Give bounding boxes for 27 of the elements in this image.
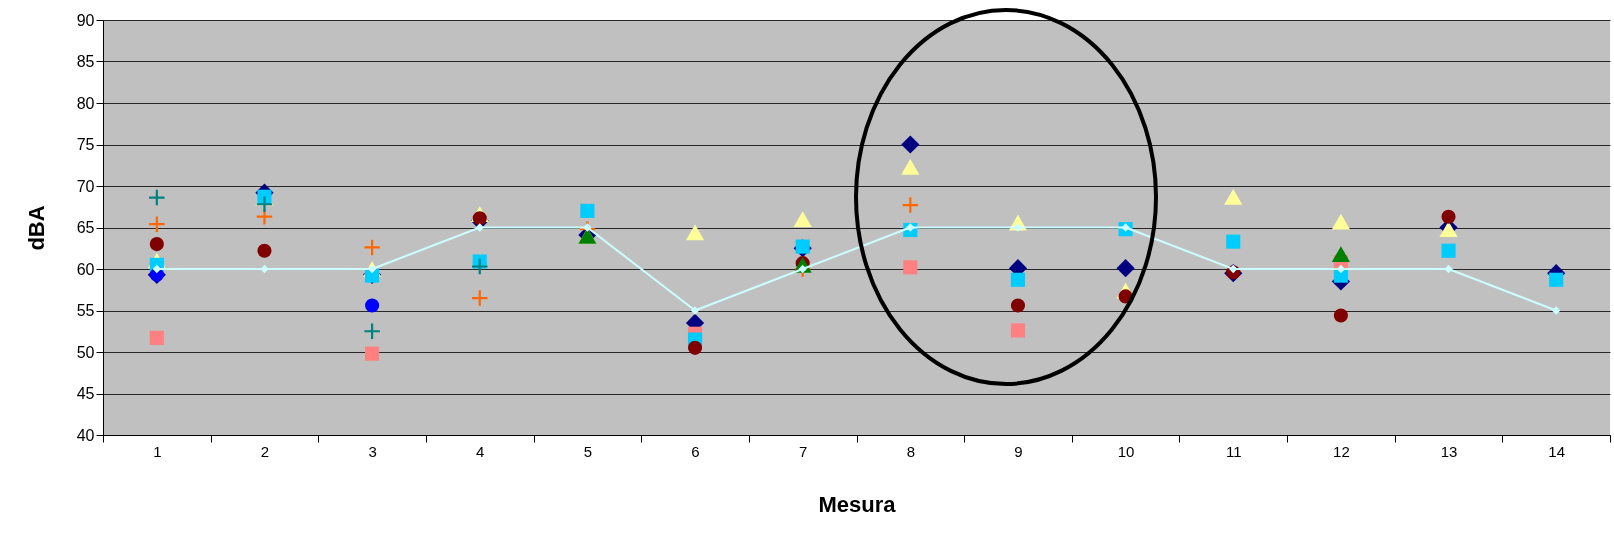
x-axis-title: Mesura bbox=[818, 491, 897, 517]
x-tick-label: 8 bbox=[906, 442, 915, 460]
y-tick-label: 45 bbox=[76, 385, 95, 402]
y-tick-label: 75 bbox=[76, 136, 95, 153]
y-tick-label: 85 bbox=[76, 53, 95, 70]
x-tick-label: 11 bbox=[1225, 442, 1242, 460]
y-tick-label: 90 bbox=[76, 11, 95, 29]
x-tick-label: 3 bbox=[368, 442, 377, 460]
y-tick-label: 65 bbox=[76, 219, 95, 236]
y-axis-title: dBA bbox=[23, 205, 49, 251]
x-tick-label: 10 bbox=[1117, 442, 1135, 460]
x-tick-label: 9 bbox=[1014, 442, 1023, 460]
y-tick-label: 70 bbox=[76, 177, 95, 195]
x-tick-label: 4 bbox=[476, 442, 485, 460]
x-tick-label: 6 bbox=[691, 442, 700, 460]
x-tick-label: 2 bbox=[260, 442, 270, 460]
x-tick-label: 5 bbox=[583, 442, 593, 460]
x-tick-label: 14 bbox=[1548, 442, 1566, 460]
y-tick-label: 40 bbox=[76, 426, 95, 444]
x-tick-label: 1 bbox=[153, 442, 162, 460]
x-tick-label: 13 bbox=[1440, 442, 1458, 460]
y-tick-label: 55 bbox=[76, 302, 95, 319]
y-tick-label: 80 bbox=[76, 94, 95, 112]
y-tick-label: 60 bbox=[76, 260, 95, 278]
x-tick-label: 12 bbox=[1333, 442, 1350, 460]
x-tick-label: 7 bbox=[799, 442, 808, 460]
y-tick-label: 50 bbox=[76, 343, 95, 361]
